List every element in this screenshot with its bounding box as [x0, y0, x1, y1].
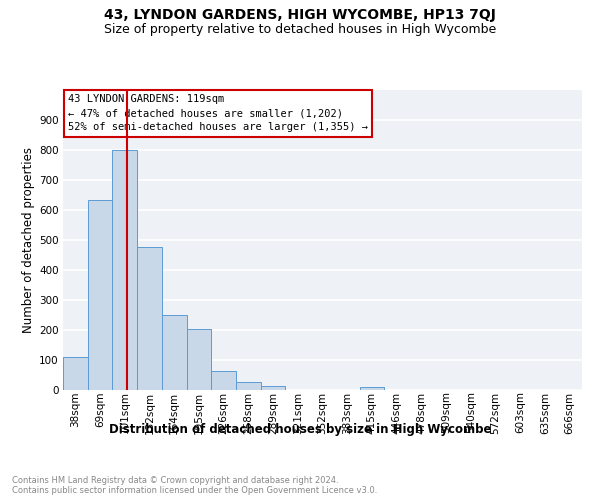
Bar: [211, 372, 236, 390]
Bar: [187, 328, 211, 390]
Bar: [112, 150, 137, 390]
Text: Distribution of detached houses by size in High Wycombe: Distribution of detached houses by size …: [109, 422, 491, 436]
Text: Size of property relative to detached houses in High Wycombe: Size of property relative to detached ho…: [104, 22, 496, 36]
Y-axis label: Number of detached properties: Number of detached properties: [22, 147, 35, 333]
Bar: [137, 246, 162, 390]
Text: Contains HM Land Registry data © Crown copyright and database right 2024.
Contai: Contains HM Land Registry data © Crown c…: [12, 476, 377, 495]
Bar: [359, 387, 384, 390]
Text: 43 LYNDON GARDENS: 119sqm
← 47% of detached houses are smaller (1,202)
52% of se: 43 LYNDON GARDENS: 119sqm ← 47% of detac…: [68, 94, 368, 132]
Bar: [63, 357, 88, 390]
Bar: [261, 386, 286, 390]
Text: 43, LYNDON GARDENS, HIGH WYCOMBE, HP13 7QJ: 43, LYNDON GARDENS, HIGH WYCOMBE, HP13 7…: [104, 8, 496, 22]
Bar: [236, 382, 261, 390]
Bar: [88, 200, 112, 390]
Bar: [162, 315, 187, 390]
